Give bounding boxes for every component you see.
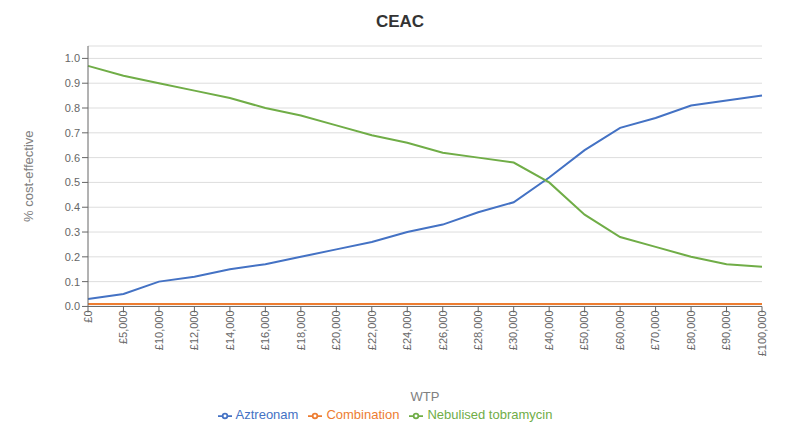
svg-text:0.3: 0.3 — [65, 226, 80, 238]
svg-text:£12,000: £12,000 — [188, 310, 200, 350]
html-text:Aztreonam: Aztreonam — [235, 407, 299, 423]
svg-text:0.8: 0.8 — [65, 102, 80, 114]
svg-text:£28,000: £28,000 — [472, 310, 484, 350]
svg-text:£100,000: £100,000 — [756, 310, 768, 356]
svg-text:0.4: 0.4 — [65, 201, 80, 213]
svg-text:£16,000: £16,000 — [259, 310, 271, 350]
svg-text:0.2: 0.2 — [65, 251, 80, 263]
svg-text:£26,000: £26,000 — [437, 310, 449, 350]
html-text:CEAC: CEAC — [375, 12, 425, 31]
svg-text:£30,000: £30,000 — [507, 310, 519, 350]
svg-text:0.0: 0.0 — [65, 300, 80, 312]
svg-text:£60,000: £60,000 — [614, 310, 626, 350]
svg-text:£24,000: £24,000 — [401, 310, 413, 350]
svg-text:0.9: 0.9 — [65, 77, 80, 89]
svg-text:0.1: 0.1 — [65, 276, 80, 288]
svg-text:£10,000: £10,000 — [153, 310, 165, 350]
svg-text:% cost-effective: % cost-effective — [21, 130, 36, 222]
svg-text:£90,000: £90,000 — [720, 310, 732, 350]
svg-text:0.5: 0.5 — [65, 176, 80, 188]
svg-text:WTP: WTP — [411, 389, 440, 404]
html-text:Nebulised tobramycin: Nebulised tobramycin — [427, 407, 553, 423]
svg-text:0.7: 0.7 — [65, 127, 80, 139]
html-text:Combination: Combination — [326, 407, 400, 423]
svg-text:£40,000: £40,000 — [543, 310, 555, 350]
svg-text:£18,000: £18,000 — [295, 310, 307, 350]
svg-text:£14,000: £14,000 — [224, 310, 236, 350]
svg-text:1.0: 1.0 — [65, 52, 80, 64]
svg-text:£5,000: £5,000 — [117, 310, 129, 344]
svg-text:0.6: 0.6 — [65, 152, 80, 164]
svg-text:£70,000: £70,000 — [649, 310, 661, 350]
svg-text:£50,000: £50,000 — [578, 310, 590, 350]
svg-text:£20,000: £20,000 — [330, 310, 342, 350]
svg-text:£80,000: £80,000 — [685, 310, 697, 350]
svg-text:£0: £0 — [82, 310, 94, 322]
svg-text:£22,000: £22,000 — [366, 310, 378, 350]
